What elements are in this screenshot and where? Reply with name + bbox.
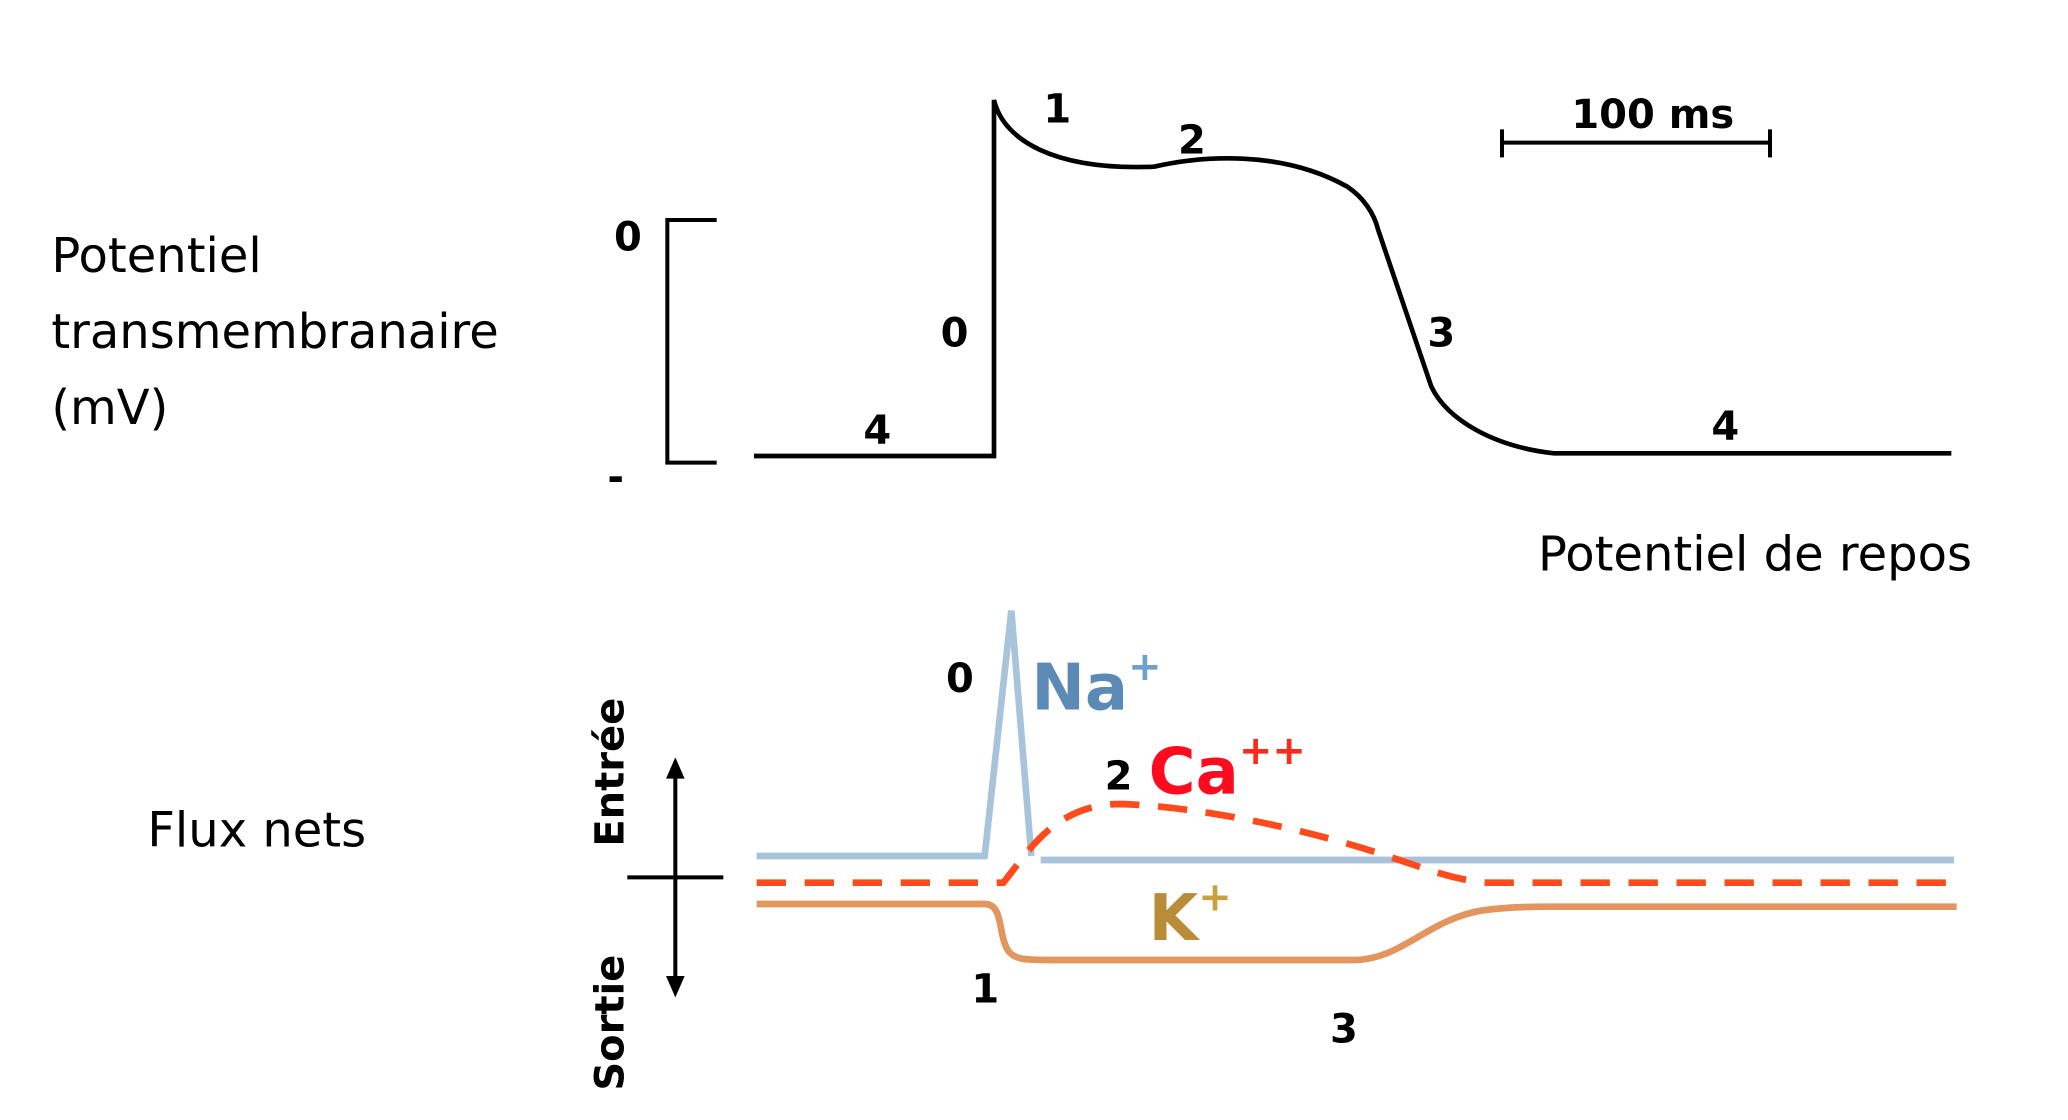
- phase-4-right-label: 4: [1711, 404, 1739, 450]
- phase-4-left-label: 4: [863, 408, 891, 454]
- potassium-current-line: [756, 900, 1957, 964]
- potential-label-line1: Potentiel: [51, 228, 261, 284]
- flux-label: Flux nets: [147, 803, 366, 859]
- voltage-scale-bracket: [665, 218, 717, 465]
- arrow-down-icon: [666, 976, 685, 998]
- potassium-label: K+: [1149, 875, 1232, 956]
- flux-phase-0-label: 0: [946, 656, 974, 702]
- sodium-current-line: [756, 610, 1954, 864]
- calcium-current-line: [756, 800, 1954, 886]
- resting-potential-label: Potentiel de repos: [1538, 527, 1972, 583]
- potential-label-line2: transmembranaire: [51, 304, 498, 360]
- scale-minus-label: -: [607, 455, 624, 501]
- phase-3-label: 3: [1427, 311, 1455, 357]
- entree-label: Entrée: [587, 698, 633, 847]
- scale-zero-label: 0: [614, 215, 642, 261]
- time-scale-label: 100 ms: [1571, 92, 1734, 138]
- time-scale-bar: [1500, 129, 1772, 158]
- flux-phase-2-label: 2: [1105, 753, 1133, 799]
- action-potential-curve: [753, 99, 1952, 459]
- phase-1-label: 1: [1043, 87, 1071, 133]
- potential-label-line3: (mV): [51, 380, 168, 436]
- phase-2-label: 2: [1178, 117, 1206, 163]
- arrow-up-icon: [666, 757, 685, 779]
- phase-0-label: 0: [941, 311, 969, 357]
- sortie-label: Sortie: [587, 955, 633, 1091]
- calcium-label: Ca++: [1149, 728, 1306, 809]
- flux-phase-3-label: 3: [1330, 1007, 1358, 1053]
- sodium-label: Na+: [1031, 644, 1161, 725]
- flux-phase-1-label: 1: [971, 967, 999, 1013]
